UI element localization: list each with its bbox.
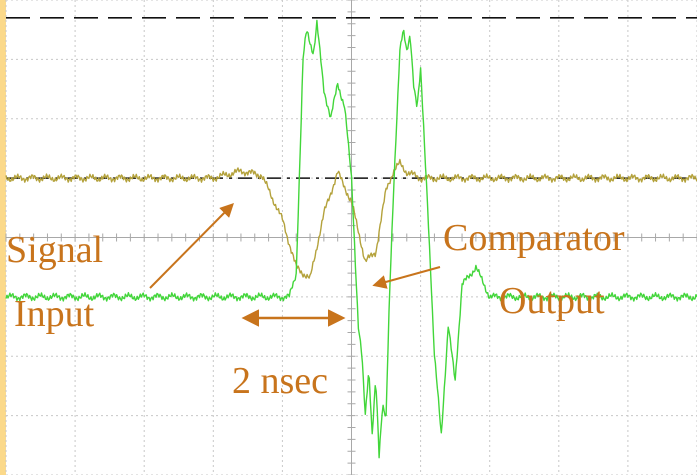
signal-label-line2: Input bbox=[14, 293, 95, 335]
traces bbox=[5, 19, 697, 459]
comparator-label-line1: Comparator bbox=[443, 217, 625, 259]
comparator-arrow bbox=[372, 266, 441, 289]
signal-arrow bbox=[149, 203, 234, 289]
annotations: Signal Input Comparator Output 2 nsec bbox=[6, 203, 625, 402]
comparator-label-line2: Output bbox=[499, 280, 605, 322]
reference-lines bbox=[6, 17, 697, 179]
trace-0 bbox=[5, 158, 697, 279]
signal-label-line1: Signal bbox=[6, 229, 103, 271]
interval-label: 2 nsec bbox=[232, 360, 328, 402]
left-border-strip bbox=[0, 0, 6, 475]
trace-1 bbox=[5, 19, 697, 459]
